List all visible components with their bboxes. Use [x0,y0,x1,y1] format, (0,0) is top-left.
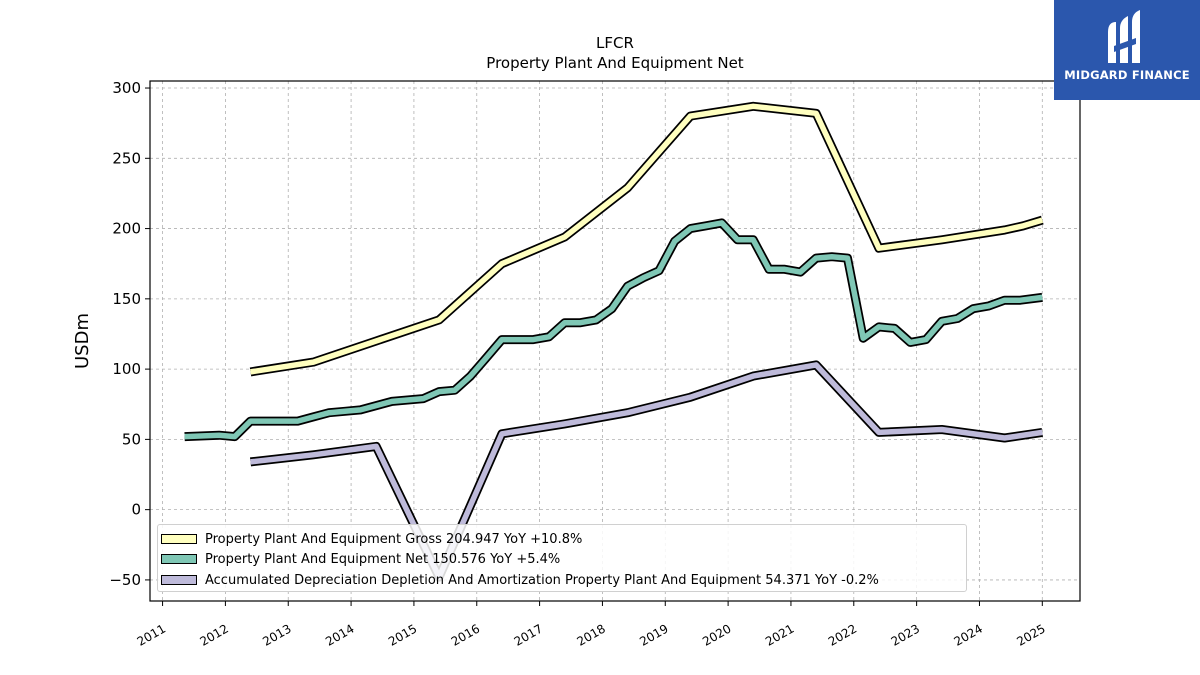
legend-label-depreciation: Accumulated Depreciation Depletion And A… [205,572,879,588]
series-line-depreciation [249,360,1043,582]
x-tick-label: 2014 [323,621,356,648]
x-tick-label: 2019 [637,621,670,648]
x-tick-label: 2011 [135,621,168,648]
x-tick-label: 2023 [889,621,922,648]
x-tick-label: 2021 [763,621,796,648]
y-tick-label: 250 [112,149,141,167]
y-tick-label: 200 [112,220,141,238]
y-tick-label: 50 [122,430,141,448]
plot-frame [149,80,1081,602]
series-line-net-outline [184,218,1043,442]
y-tick-label: 300 [112,79,141,97]
series-line-gross [249,101,1044,377]
x-tick-label: 2012 [197,621,230,648]
legend-entry-gross: Property Plant And Equipment Gross 204.9… [158,529,582,549]
series-line-gross-outline [249,101,1044,377]
x-tick-label: 2017 [512,621,545,648]
series-line-net-fill [184,220,1043,440]
x-tick-label: 2022 [826,621,859,648]
brand-name: MIDGARD FINANCE [1064,68,1190,82]
midgard-logo-icon [1108,10,1140,63]
grid-lines [150,81,1080,601]
legend: Property Plant And Equipment Gross 204.9… [157,524,967,592]
x-tick-label: 2016 [449,621,482,648]
series-line-depreciation-fill [250,362,1043,580]
series-layer [184,101,1044,582]
x-tick-label: 2025 [1014,621,1047,648]
y-tick-label: −50 [109,571,141,589]
chart-subtitle: Property Plant And Equipment Net [486,54,743,72]
series-line-gross-fill [250,103,1044,375]
legend-entry-depreciation: Accumulated Depreciation Depletion And A… [158,570,879,590]
series-line-net [184,218,1043,442]
legend-label-gross: Property Plant And Equipment Gross 204.9… [205,531,583,547]
chart-title: LFCR [596,34,634,52]
y-axis: 300 250 200 150 100 50 0 −50 [109,79,150,589]
legend-swatch-net [161,554,197,564]
y-tick-label: 150 [112,290,141,308]
legend-entry-net: Property Plant And Equipment Net 150.576… [158,549,560,569]
x-axis: 2011 2012 2013 2014 2015 2016 2017 2018 2019 2020… [135,601,1048,649]
x-tick-label: 2015 [386,621,419,648]
y-tick-label: 100 [112,360,141,378]
x-tick-label: 2013 [260,621,293,648]
legend-swatch-depreciation [161,575,197,585]
brand-logo: MIDGARD FINANCE [1054,0,1200,100]
y-tick-label: 0 [131,501,141,519]
y-axis-label: USDm [72,313,93,369]
x-tick-label: 2024 [952,621,985,648]
x-tick-label: 2020 [700,621,733,648]
x-tick-label: 2018 [574,621,607,648]
legend-swatch-gross [161,534,197,544]
legend-label-net: Property Plant And Equipment Net 150.576… [205,551,561,567]
